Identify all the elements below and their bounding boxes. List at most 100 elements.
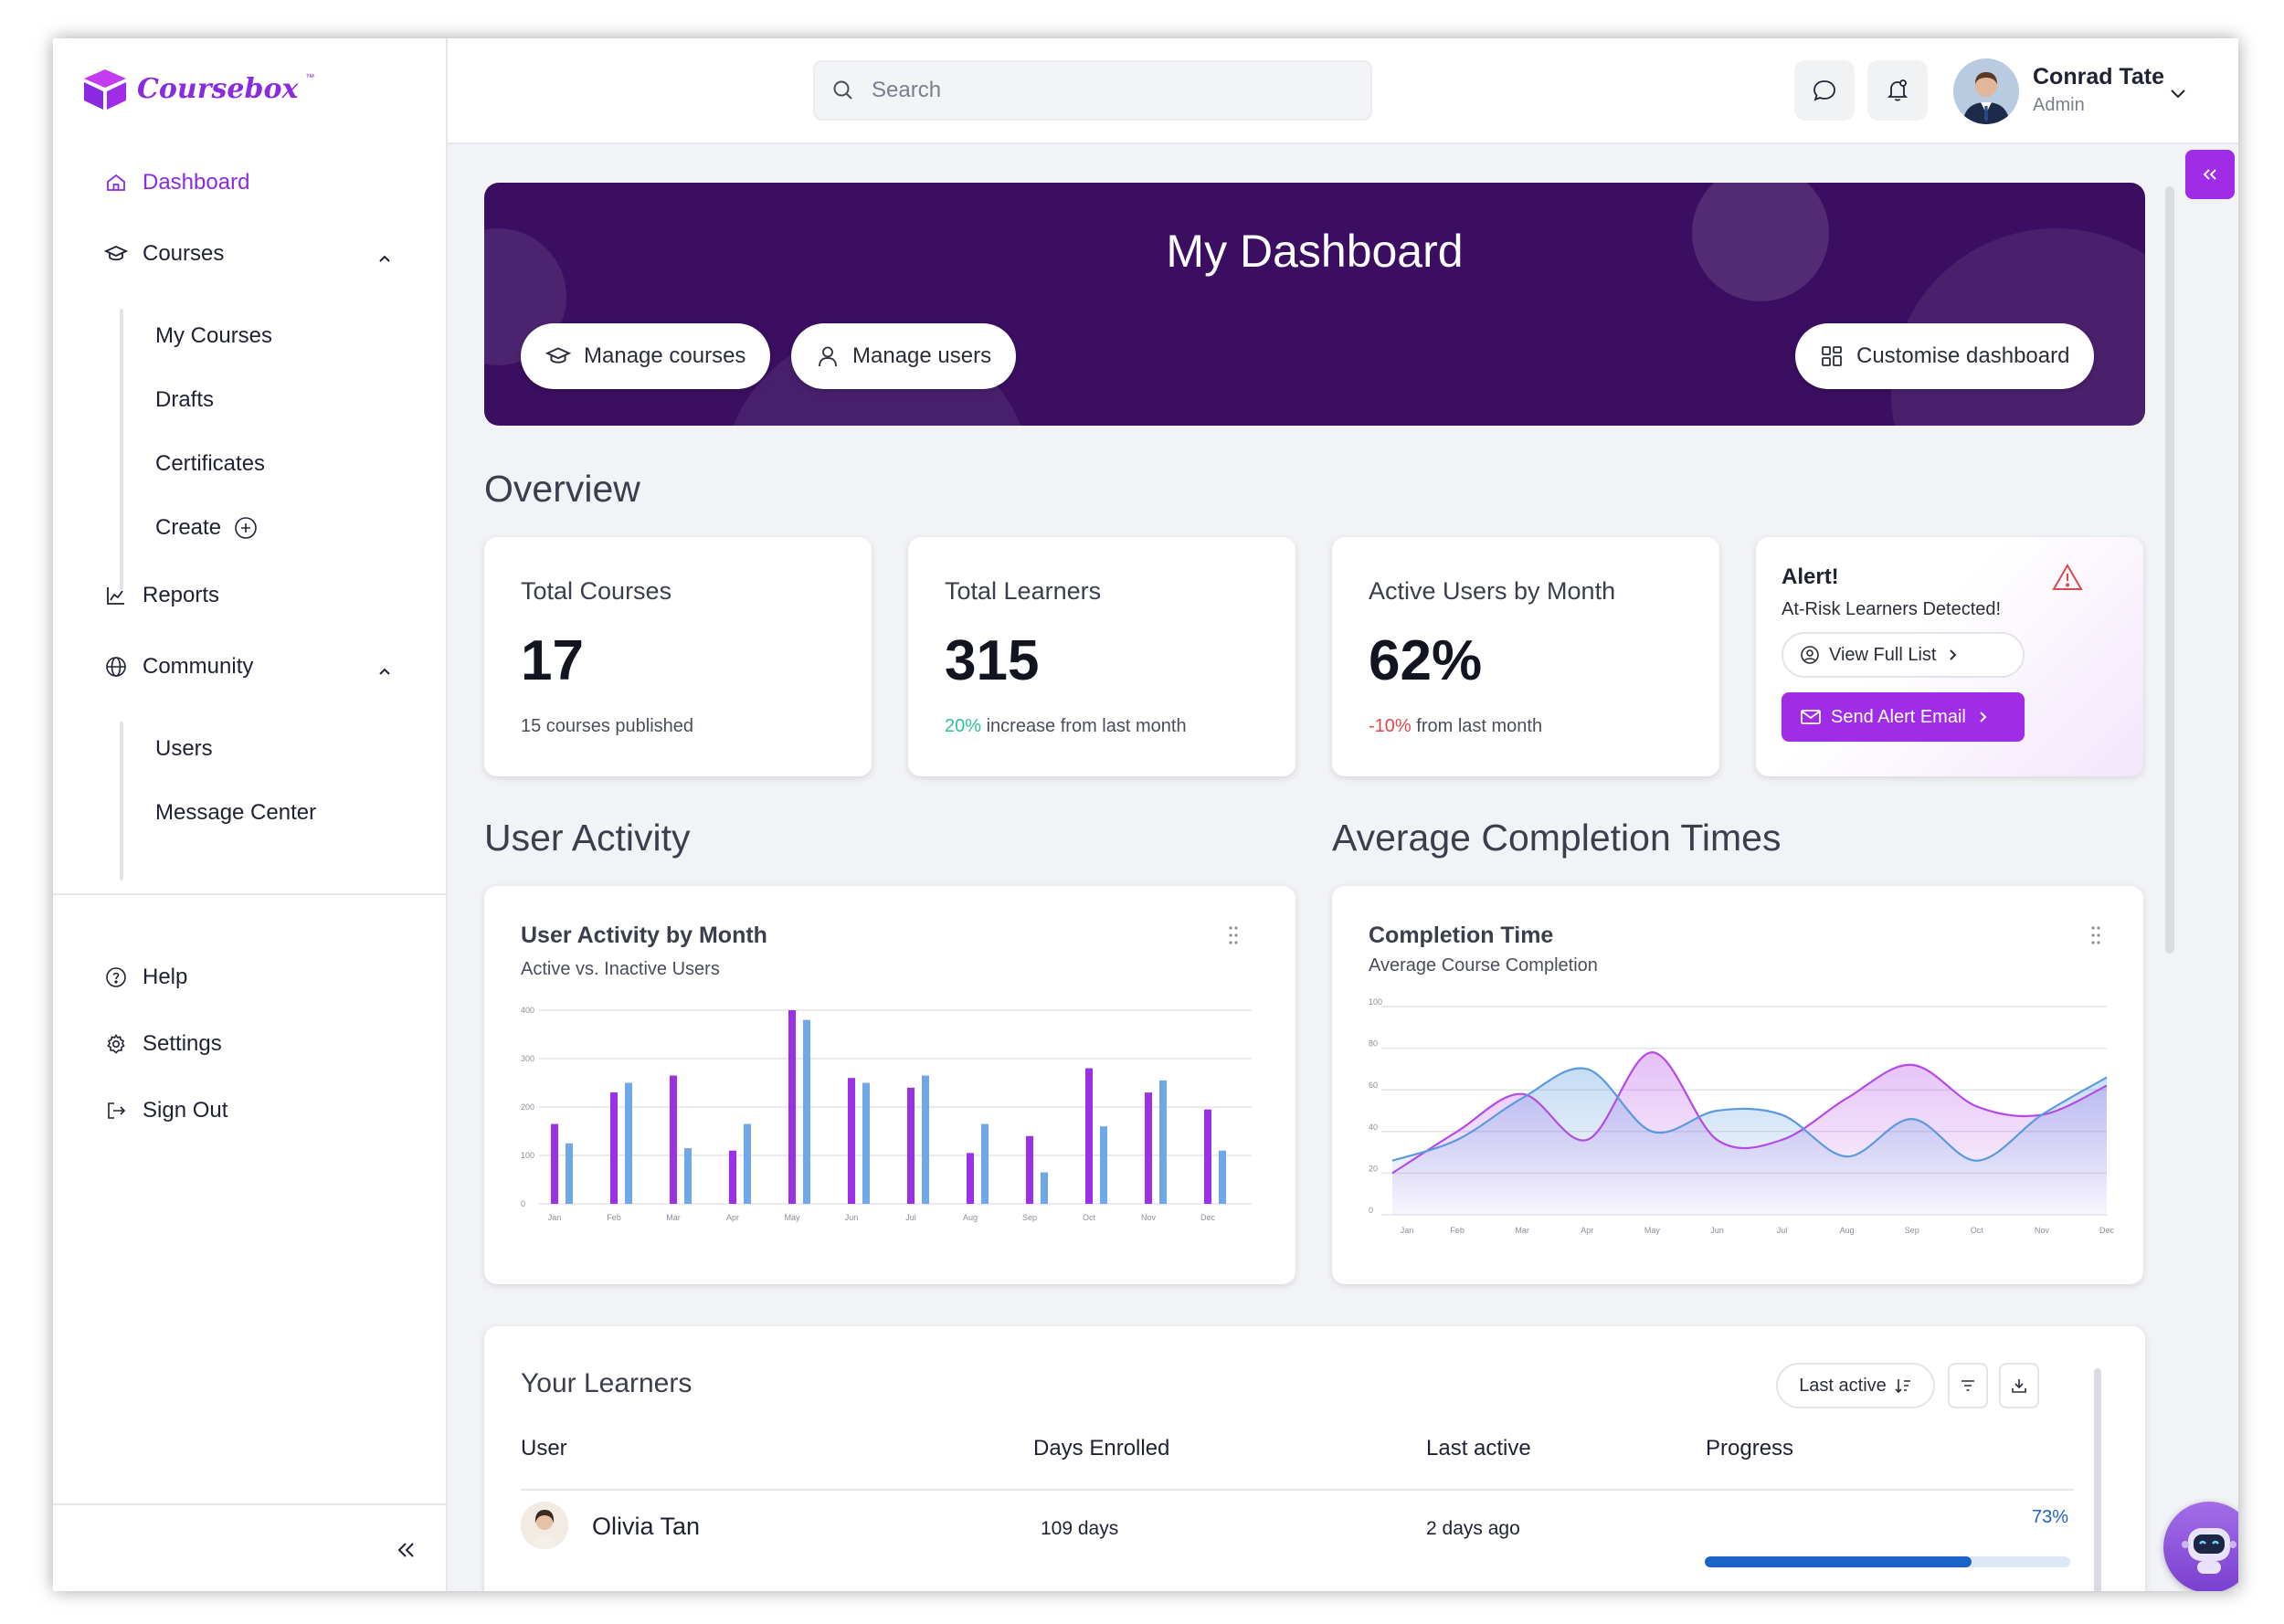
- sub-my-courses[interactable]: My Courses: [155, 323, 273, 348]
- sub-users[interactable]: Users: [155, 736, 213, 761]
- nav-courses[interactable]: Courses: [104, 241, 224, 267]
- view-full-list-label: View Full List: [1829, 644, 1937, 665]
- x-tick-label: Jun: [845, 1213, 859, 1222]
- line-series-a: [1391, 1051, 2108, 1175]
- customise-dashboard-button[interactable]: Customise dashboard: [1795, 323, 2095, 389]
- x-tick-label: Sep: [1022, 1213, 1037, 1222]
- sub-certificates[interactable]: Certificates: [155, 451, 266, 476]
- gear-icon: [104, 1032, 128, 1056]
- dashboard-banner: My Dashboard Manage courses Manage users…: [484, 183, 2145, 426]
- x-tick-label: Feb: [607, 1213, 621, 1222]
- manage-users-label: Manage users: [852, 343, 992, 368]
- x-tick-label: Jul: [1777, 1226, 1788, 1235]
- x-tick-label: Aug: [1840, 1226, 1855, 1235]
- user-menu-chevron-down-icon[interactable]: [2165, 80, 2191, 106]
- completion-area-chart: 0 20 40 60 80 100 Jan Feb Mar Apr May Jun Jul Aug Sep O…: [1369, 997, 2114, 1235]
- user-icon: [819, 346, 837, 367]
- nav-dashboard[interactable]: Dashboard: [104, 170, 249, 195]
- send-alert-email-button[interactable]: Send Alert Email: [1782, 692, 2025, 742]
- nav-help[interactable]: Help: [104, 965, 187, 990]
- logo[interactable]: Coursebox ™: [80, 66, 314, 111]
- nav-dashboard-label: Dashboard: [143, 170, 250, 195]
- col-last-active[interactable]: Last active: [1426, 1436, 1531, 1461]
- y-tick-label: 80: [1369, 1039, 1378, 1049]
- x-tick-label: Jan: [1401, 1226, 1414, 1235]
- area-series-b: [1392, 1068, 2107, 1215]
- learners-title: Your Learners: [521, 1368, 693, 1398]
- total-courses-label: Total Courses: [521, 577, 672, 605]
- sub-create[interactable]: Create: [155, 515, 258, 541]
- chat-bubble-icon: [1813, 80, 1835, 101]
- bar-inactive-sep: [1041, 1172, 1048, 1204]
- sort-descending-icon: [1895, 1379, 1910, 1394]
- messages-button[interactable]: [1794, 60, 1855, 121]
- more-options-icon[interactable]: [1228, 924, 1239, 946]
- collapse-sidebar-icon[interactable]: [393, 1536, 420, 1564]
- active-users-delta: -10%: [1369, 716, 1412, 736]
- logo-icon: [84, 69, 126, 110]
- assistant-bot-button[interactable]: [2163, 1502, 2238, 1591]
- search-input[interactable]: [872, 78, 1347, 103]
- nav-reports[interactable]: Reports: [104, 583, 219, 608]
- user-activity-card: User Activity by Month Active vs. Inacti…: [484, 886, 1295, 1284]
- top-header: Conrad Tate Admin: [448, 38, 2238, 144]
- y-tick-label: 40: [1369, 1123, 1378, 1132]
- nav-community-label: Community: [143, 654, 254, 679]
- nav-settings[interactable]: Settings: [104, 1031, 222, 1057]
- user-avatar[interactable]: [1953, 58, 2019, 124]
- graduation-cap-icon: [104, 242, 128, 266]
- download-button[interactable]: [1999, 1363, 2039, 1408]
- sub-drafts[interactable]: Drafts: [155, 387, 215, 412]
- mail-icon: [1801, 710, 1821, 724]
- bar-active-jan: [551, 1123, 558, 1204]
- sidebar: Coursebox ™ Dashboard Courses My Courses…: [53, 38, 448, 1591]
- bar-inactive-dec: [1219, 1150, 1226, 1204]
- nav-courses-label: Courses: [143, 241, 225, 266]
- sub-message-center[interactable]: Message Center: [155, 800, 317, 825]
- graduation-cap-icon: [545, 347, 571, 364]
- nav-community[interactable]: Community: [104, 654, 253, 680]
- learner-avatar: [521, 1502, 568, 1549]
- community-chevron-up-icon[interactable]: [375, 661, 395, 681]
- manage-users-button[interactable]: Manage users: [791, 323, 1017, 389]
- learners-scrollbar[interactable]: [2094, 1368, 2101, 1591]
- completion-chart-subtitle: Average Course Completion: [1369, 955, 1598, 975]
- grid-icon: [1822, 346, 1842, 366]
- home-icon: [104, 171, 128, 195]
- manage-courses-label: Manage courses: [584, 343, 746, 368]
- x-tick-label: Jan: [548, 1213, 562, 1222]
- bar-active-oct: [1085, 1068, 1093, 1204]
- manage-courses-button[interactable]: Manage courses: [521, 323, 771, 389]
- total-courses-sub: 15 courses published: [521, 716, 694, 736]
- line-series-b: [1391, 1067, 2108, 1162]
- y-tick-label: 100: [1369, 997, 1382, 1007]
- user-activity-section-title: User Activity: [484, 817, 691, 859]
- search-box[interactable]: [813, 60, 1372, 121]
- col-user[interactable]: User: [521, 1436, 567, 1461]
- col-days-enrolled[interactable]: Days Enrolled: [1033, 1436, 1170, 1461]
- nav-settings-label: Settings: [143, 1031, 222, 1056]
- y-tick-label: 200: [521, 1102, 534, 1112]
- user-name[interactable]: Conrad Tate: [2033, 64, 2164, 90]
- more-options-icon[interactable]: [2090, 924, 2101, 946]
- view-full-list-button[interactable]: View Full List: [1782, 632, 2025, 678]
- notifications-button[interactable]: [1867, 60, 1928, 121]
- completion-section-title: Average Completion Times: [1332, 817, 1782, 859]
- chevron-right-icon: [1950, 649, 1957, 660]
- nav-sign-out[interactable]: Sign Out: [104, 1098, 227, 1123]
- bar-active-mar: [670, 1075, 677, 1204]
- filter-button[interactable]: [1948, 1363, 1988, 1408]
- warning-icon: [2052, 563, 2083, 590]
- alert-card: Alert! At-Risk Learners Detected! View F…: [1756, 537, 2143, 776]
- main-scrollbar[interactable]: [2165, 186, 2174, 954]
- learner-last-active: 2 days ago: [1426, 1518, 1520, 1539]
- courses-chevron-up-icon[interactable]: [375, 248, 395, 269]
- learner-progress-bar: [1705, 1556, 2070, 1567]
- sort-last-active-button[interactable]: Last active: [1776, 1363, 1935, 1408]
- learners-delta-text: increase from last month: [981, 716, 1187, 736]
- banner-bubble: [1692, 183, 1829, 301]
- active-users-sub: -10% from last month: [1369, 716, 1542, 737]
- col-progress[interactable]: Progress: [1706, 1436, 1794, 1461]
- collapse-panel-button[interactable]: [2185, 150, 2235, 199]
- x-tick-label: Jul: [905, 1213, 916, 1222]
